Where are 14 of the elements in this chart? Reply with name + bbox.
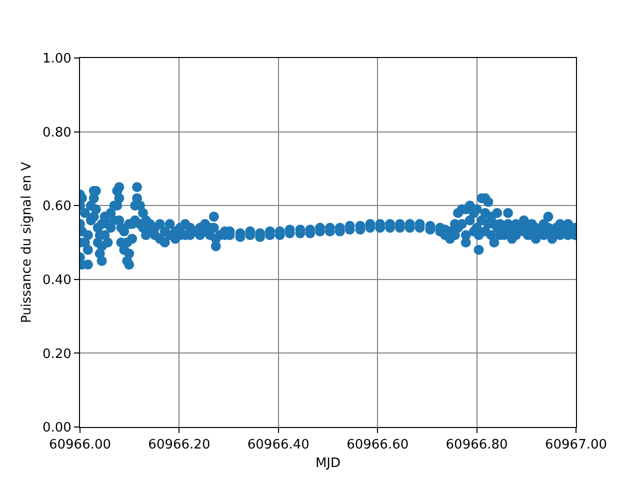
- x-tick-label: 60966.00: [48, 438, 112, 453]
- y-tick-label: 0.00: [42, 420, 72, 436]
- y-tick-label: 0.80: [42, 125, 72, 140]
- x-tick-label: 60966.40: [247, 438, 310, 453]
- y-tick-label: 1.00: [42, 52, 72, 67]
- y-tick-label: 0.40: [42, 272, 72, 288]
- x-tick-label: 60966.80: [446, 438, 508, 453]
- x-tick-label: 60966.60: [346, 438, 409, 453]
- x-tick-label: 60966.20: [148, 438, 210, 453]
- x-axis-title: MJD: [315, 456, 341, 472]
- y-axis-title: Puissance du signal en V: [19, 162, 34, 323]
- y-tick-label: 0.60: [42, 199, 72, 214]
- x-tick-label: 60967.00: [544, 438, 608, 453]
- y-tick-label: 0.20: [42, 346, 72, 362]
